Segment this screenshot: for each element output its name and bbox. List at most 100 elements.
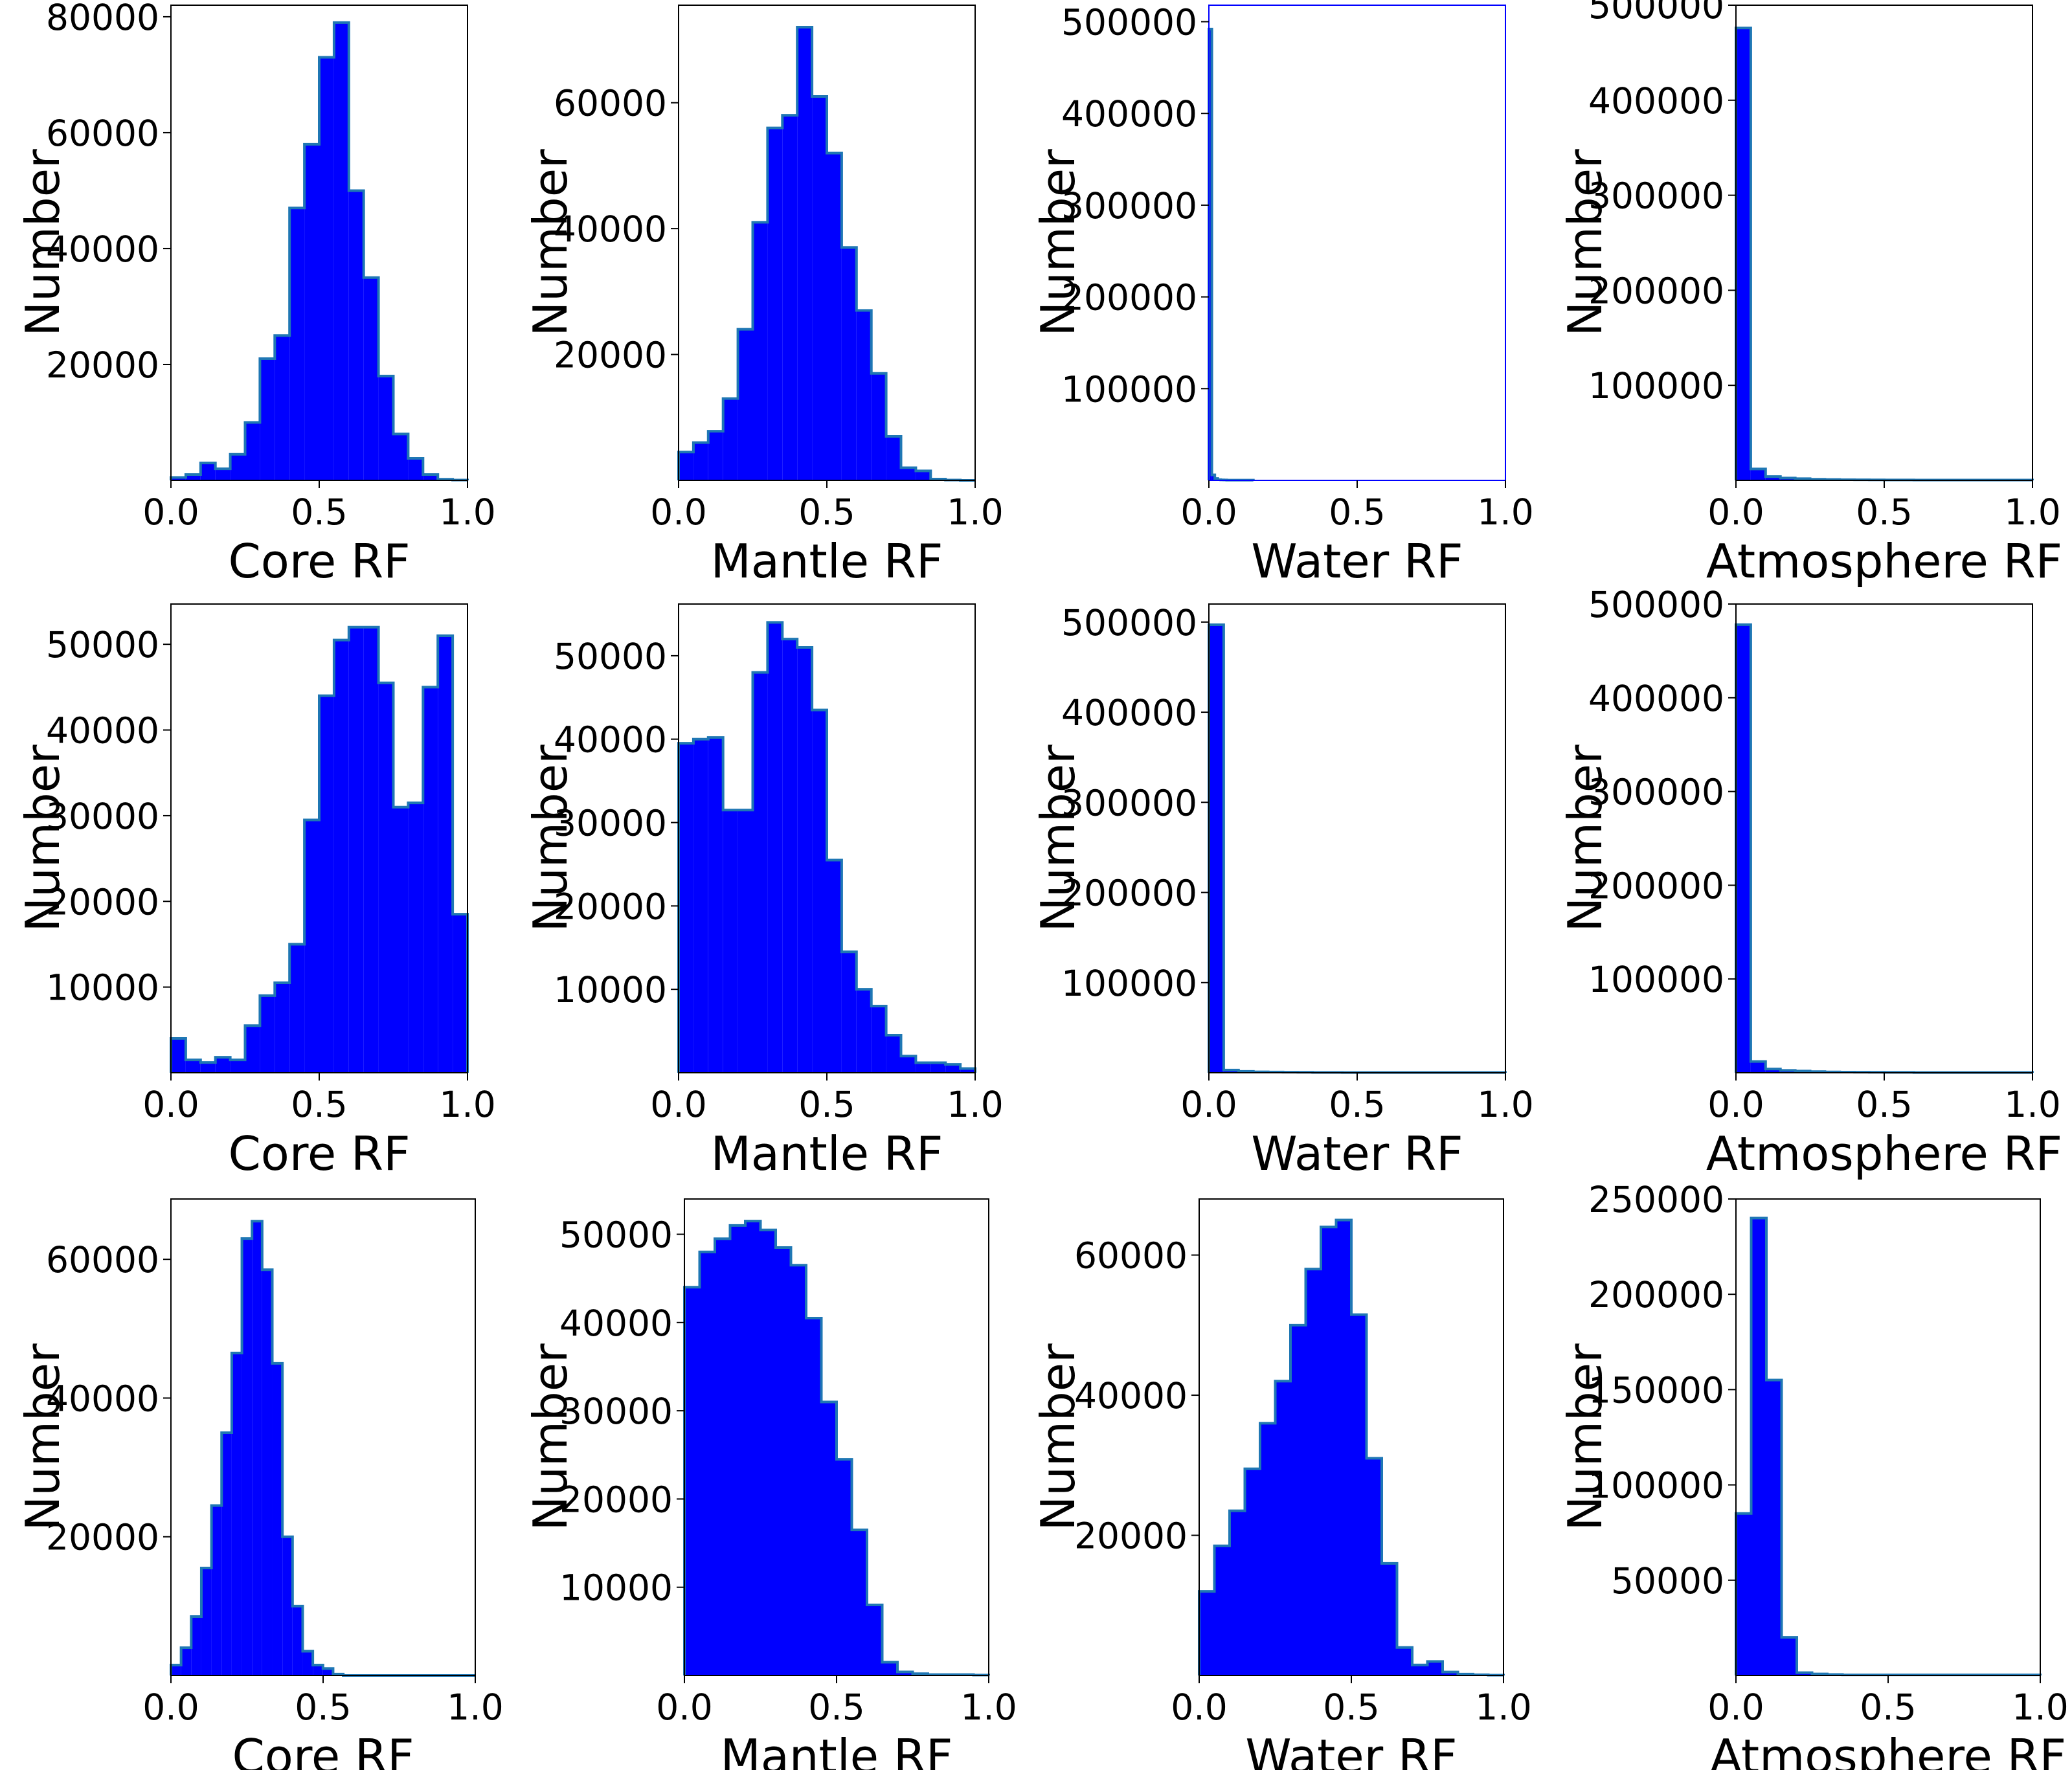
- y-tick-label: 30000: [559, 1391, 673, 1432]
- x-tick-label: 0.5: [295, 1686, 351, 1728]
- histogram-bar: [821, 1402, 837, 1675]
- x-tick-label: 1.0: [1477, 491, 1533, 533]
- histogram-bar: [1443, 1672, 1458, 1675]
- y-tick-label: 40000: [46, 229, 159, 270]
- x-tick-label: 0.5: [1329, 1084, 1385, 1125]
- histogram-bar: [882, 1662, 897, 1675]
- y-tick-label: 20000: [46, 1517, 159, 1558]
- x-tick-label: 0.0: [1180, 491, 1237, 533]
- y-tick-label: 30000: [46, 796, 159, 837]
- y-tick-label: 80000: [46, 0, 159, 38]
- y-tick-label: 30000: [554, 803, 667, 844]
- x-axis-label: Core RF: [229, 534, 411, 588]
- histogram-bar: [171, 1664, 181, 1675]
- histogram-bar: [304, 144, 319, 480]
- y-tick-label: 200000: [1588, 865, 1724, 906]
- histogram-outline: [170, 625, 469, 1073]
- histogram-bar: [230, 1060, 245, 1073]
- histogram-bar: [408, 458, 423, 480]
- histogram-bar: [767, 128, 783, 480]
- y-tick-label: 100000: [1588, 1465, 1724, 1507]
- histogram-bar: [1336, 1220, 1351, 1675]
- histogram-bar: [916, 471, 931, 480]
- y-tick-label: 40000: [46, 710, 159, 752]
- y-tick-label: 40000: [46, 1378, 159, 1419]
- x-tick-label: 0.5: [1323, 1686, 1379, 1728]
- y-tick-label: 40000: [1074, 1375, 1188, 1417]
- histogram-bar: [797, 27, 813, 480]
- x-tick-label: 0.5: [1856, 491, 1912, 533]
- histogram-bar: [1366, 1458, 1382, 1675]
- histogram-panel: 0.0 0.5 1.0 10000 20000 30000 40000 50000 Core R…: [16, 603, 496, 1181]
- histogram-bar: [837, 1459, 852, 1675]
- histogram-bar: [827, 153, 842, 481]
- x-tick-label: 0.0: [1171, 1686, 1227, 1728]
- histogram-bar: [715, 1238, 730, 1675]
- histogram-bar: [289, 208, 305, 480]
- histogram-bar: [453, 914, 467, 1073]
- histogram-outline: [683, 1220, 990, 1677]
- y-axis-label: Number: [1558, 149, 1612, 337]
- histogram-bar: [827, 860, 842, 1073]
- histogram-bar: [1427, 1661, 1443, 1675]
- histogram-bar: [851, 1530, 867, 1675]
- histogram-bar: [333, 640, 349, 1073]
- histogram-bar: [1781, 1637, 1797, 1675]
- y-tick-label: 400000: [1588, 80, 1724, 122]
- x-tick-label: 0.0: [142, 1686, 199, 1728]
- histogram-bar: [408, 803, 423, 1073]
- y-tick-label: 60000: [554, 83, 667, 124]
- histogram-bar: [945, 1064, 961, 1073]
- y-tick-label: 200000: [1061, 873, 1197, 914]
- y-tick-label: 200000: [1588, 1274, 1724, 1316]
- x-tick-label: 0.0: [142, 491, 199, 533]
- x-tick-label: 1.0: [960, 1686, 1017, 1728]
- y-tick-label: 300000: [1061, 185, 1197, 227]
- y-tick-label: 200000: [1588, 270, 1724, 311]
- histogram-bar: [1736, 28, 1751, 481]
- x-tick-label: 1.0: [947, 1084, 1003, 1125]
- histogram-bar: [423, 475, 438, 480]
- histogram-bar: [806, 1318, 822, 1675]
- y-tick-label: 40000: [554, 719, 667, 761]
- histogram-bar: [289, 944, 305, 1073]
- histogram-bar: [313, 1664, 323, 1675]
- x-tick-label: 1.0: [947, 491, 1003, 533]
- histogram-bar: [916, 1062, 931, 1073]
- histogram-bar: [960, 1068, 975, 1073]
- histogram-outline: [170, 21, 469, 482]
- histogram-bar: [745, 1221, 761, 1675]
- x-tick-label: 0.5: [291, 1084, 347, 1125]
- axes-frame: [1208, 5, 1506, 481]
- histogram-bar: [275, 335, 290, 480]
- y-tick-label: 40000: [554, 208, 667, 250]
- histogram-bar: [1351, 1314, 1367, 1675]
- histogram-bar: [333, 22, 349, 481]
- y-tick-label: 500000: [1061, 2, 1197, 43]
- histogram-bar: [319, 57, 334, 480]
- x-tick-label: 0.0: [1180, 1084, 1237, 1125]
- y-tick-label: 10000: [554, 969, 667, 1011]
- y-tick-label: 50000: [559, 1215, 673, 1256]
- y-tick-label: 100000: [1588, 365, 1724, 407]
- histogram-bar: [242, 1238, 253, 1675]
- histogram-panel: 0.0 0.5 1.0 10000 20000 30000 40000 50000 Mantle…: [523, 1198, 1017, 1770]
- histogram-bar: [699, 1251, 715, 1675]
- y-tick-label: 20000: [554, 335, 667, 376]
- histogram-panel: 0.0 0.5 1.0 10000 20000 30000 40000 50000 Mantle…: [523, 603, 1004, 1181]
- histogram-bar: [292, 1606, 303, 1675]
- histogram-bar: [752, 672, 768, 1073]
- y-tick-label: 300000: [1061, 782, 1197, 823]
- y-axis-label: Number: [1031, 745, 1085, 932]
- x-tick-label: 1.0: [1477, 1084, 1533, 1125]
- histogram-bar: [897, 1672, 913, 1675]
- histogram-bar: [1223, 1070, 1239, 1073]
- y-axis-label: Number: [16, 149, 70, 337]
- histogram-bar: [1382, 1563, 1397, 1675]
- histogram-bar: [260, 995, 275, 1073]
- histogram-bar: [245, 422, 260, 480]
- x-axis-label: Atmosphere RF: [1706, 1126, 2062, 1181]
- histogram-bar: [363, 277, 379, 480]
- histogram-bar: [1209, 625, 1224, 1073]
